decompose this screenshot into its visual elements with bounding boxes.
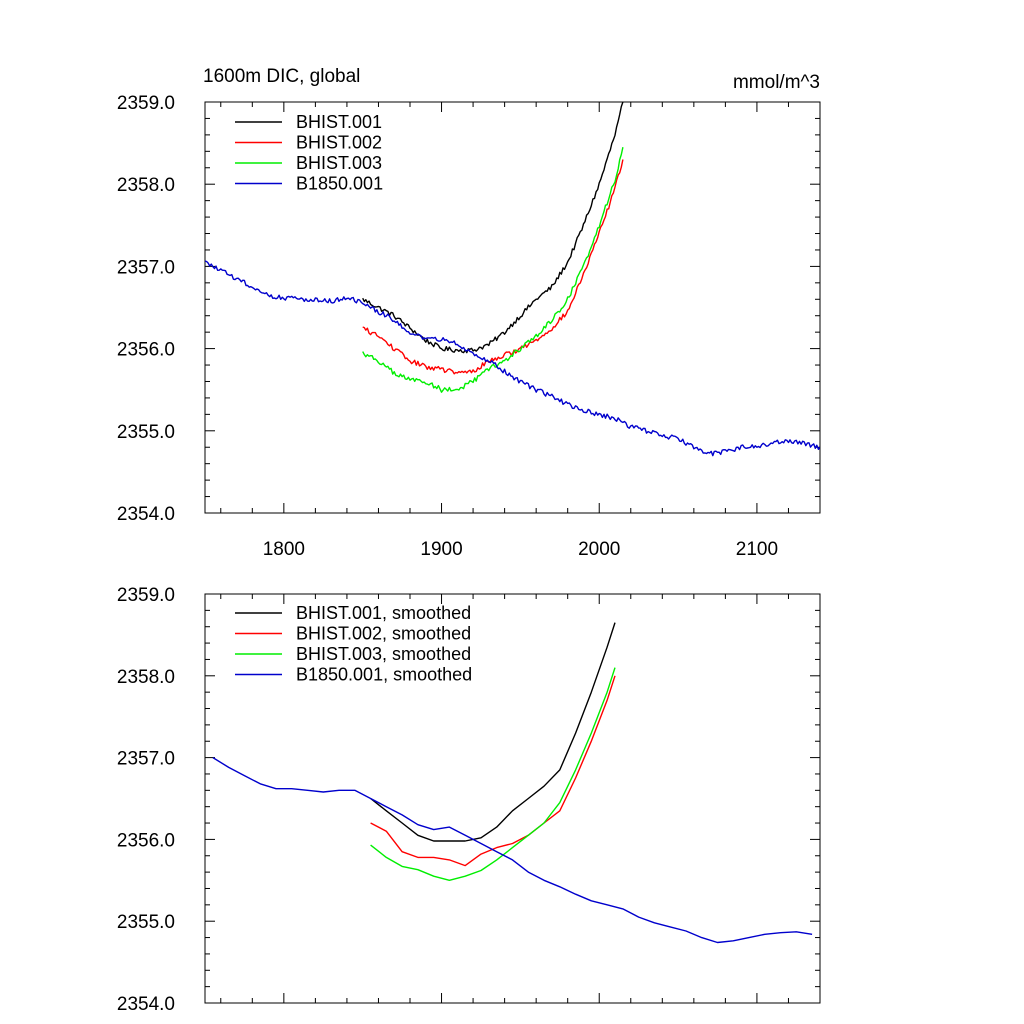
bottom-panel: 2354.0 2355.0 2356.0 2357.0 2358.0 2359.0 BHIS… <box>117 585 821 1015</box>
legend-label: BHIST.002 <box>296 133 382 153</box>
legend-label: B1850.001 <box>296 174 383 194</box>
series-line-bhist-002 <box>370 675 616 867</box>
series-line-bhist-003 <box>370 667 616 881</box>
y-tick-label: 2358.0 <box>117 667 175 688</box>
y-tick-label: 2356.0 <box>117 340 175 361</box>
x-tick-label: 2100 <box>736 539 778 560</box>
chart-title: 1600m DIC, global <box>203 66 360 87</box>
x-tick-label: 1800 <box>263 539 305 560</box>
series-line-bhist-001 <box>370 622 616 842</box>
plot-frame <box>204 593 821 1004</box>
y-tick-label: 2357.0 <box>117 749 175 770</box>
series-line-bhist-001 <box>362 102 624 354</box>
series-line-bhist-003 <box>362 147 624 393</box>
y-tick-label: 2359.0 <box>117 585 175 606</box>
series-line-b1850-001 <box>212 757 813 944</box>
units-label: mmol/m^3 <box>733 72 820 93</box>
x-tick-label: 2000 <box>578 539 620 560</box>
plot-frame <box>204 101 821 514</box>
y-tick-label: 2359.0 <box>117 93 175 114</box>
legend-label: BHIST.001 <box>296 112 382 132</box>
legend-label: BHIST.003 <box>296 153 382 173</box>
y-tick-label: 2355.0 <box>117 912 175 933</box>
legend-label: BHIST.001, smoothed <box>296 603 471 623</box>
series-line-b1850-001 <box>205 260 820 457</box>
top-panel: 2354.0 2355.0 2356.0 2357.0 2358.0 2359.0 1800… <box>117 93 821 560</box>
y-tick-label: 2355.0 <box>117 422 175 443</box>
y-tick-label: 2354.0 <box>117 994 175 1015</box>
y-tick-label: 2356.0 <box>117 830 175 851</box>
y-tick-label: 2354.0 <box>117 504 175 525</box>
y-tick-label: 2358.0 <box>117 175 175 196</box>
legend-label: BHIST.002, smoothed <box>296 624 471 644</box>
series-line-bhist-002 <box>362 159 624 375</box>
x-tick-label: 1900 <box>420 539 462 560</box>
legend-label: BHIST.003, smoothed <box>296 644 471 664</box>
legend-label: B1850.001, smoothed <box>296 665 472 685</box>
y-tick-label: 2357.0 <box>117 257 175 278</box>
